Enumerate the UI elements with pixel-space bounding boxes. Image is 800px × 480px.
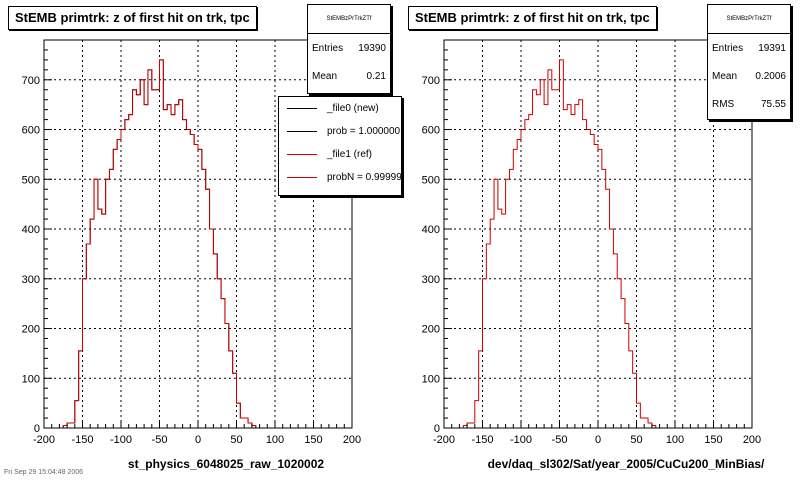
left-x-axis-label: st_physics_6048025_raw_1020002: [128, 457, 324, 471]
left-stats-mean-row: Mean 0.21: [308, 62, 390, 90]
right-x-tick-label: 150: [704, 434, 722, 446]
right-stats-entries-row: Entries 19391: [708, 34, 790, 62]
right-stats-mean-row: Mean 0.2006: [708, 62, 790, 90]
right-x-tick-label: -100: [510, 434, 532, 446]
right-x-tick-label: 200: [743, 434, 761, 446]
right-stats-entries-label: Entries: [712, 42, 744, 54]
legend-swatch-probn: [287, 177, 317, 178]
left-x-tick-label: 0: [195, 434, 201, 446]
left-y-tick-label: 100: [22, 373, 40, 385]
left-x-tick-label: 200: [343, 434, 361, 446]
right-y-tick-label: 300: [422, 274, 440, 286]
left-stats-entries-row: Entries 19390: [308, 34, 390, 62]
left-y-tick-label: 700: [22, 75, 40, 87]
left-x-tick-label: -50: [152, 434, 168, 446]
right-y-tick-label: 100: [422, 373, 440, 385]
right-stats-mean-label: Mean: [712, 70, 738, 82]
status-timestamp: Fri Sep 29 15:04:48 2006: [4, 469, 84, 476]
left-y-tick-label: 300: [22, 274, 40, 286]
left-stats-entries-value: 19390: [358, 42, 386, 54]
legend-label-probn: probN = 0.99999: [327, 172, 402, 183]
right-x-tick-label: 50: [630, 434, 642, 446]
right-x-tick-label: 0: [595, 434, 601, 446]
right-x-axis-label: dev/daq_sl302/Sat/year_2005/CuCu200_MinB…: [488, 457, 765, 471]
left-x-tick-label: 50: [230, 434, 242, 446]
left-histogram-panel: -200 -150 -100 -50 0 50 100 150 200 0 100 200 300 400…: [8, 4, 402, 471]
legend-swatch-file0: [287, 108, 317, 109]
right-stats-box: StEMBzPrTrkZTf Entries 19391 Mean 0.2006…: [707, 4, 791, 120]
legend-swatch-prob: [287, 131, 317, 132]
right-stats-rms-label: RMS: [712, 98, 735, 110]
right-y-tick-label: 600: [422, 125, 440, 137]
right-y-tick-label: 200: [422, 324, 440, 336]
left-y-tick-label: 200: [22, 324, 40, 336]
left-y-tick-label: 600: [22, 125, 40, 137]
legend-entry-file1: _file1 (ref): [279, 143, 401, 166]
left-y-tick-label: 0: [34, 423, 40, 435]
legend-label-file1: _file1 (ref): [327, 149, 373, 160]
right-stats-mean-value: 0.2006: [755, 70, 786, 82]
left-stats-entries-label: Entries: [312, 42, 344, 54]
legend-entry-probn: probN = 0.99999: [279, 166, 401, 189]
right-stats-rms-value: 75.55: [760, 98, 786, 110]
right-stats-entries-value: 19391: [758, 42, 786, 54]
left-stats-mean-label: Mean: [312, 70, 338, 82]
left-y-tick-label: 500: [22, 174, 40, 186]
right-y-tick-label: 700: [422, 75, 440, 87]
legend-entry-prob: prob = 1.000000: [279, 120, 401, 143]
right-x-tick-label: -50: [552, 434, 568, 446]
left-x-tick-label: -150: [71, 434, 93, 446]
right-x-tick-label: 100: [666, 434, 684, 446]
right-y-tick-label: 500: [422, 174, 440, 186]
left-stats-mean-value: 0.21: [366, 70, 386, 82]
legend-label-prob: prob = 1.000000: [327, 126, 401, 137]
right-stats-name: StEMBzPrTrkZTf: [708, 5, 790, 34]
left-legend: _file0 (new) prob = 1.000000 _file1 (ref…: [278, 96, 402, 196]
right-chart-title: StEMB primtrk: z of first hit on trk, tp…: [408, 6, 657, 30]
right-y-tick-label: 0: [434, 423, 440, 435]
legend-entry-file0: _file0 (new): [279, 97, 401, 120]
right-histogram-panel: -200 -150 -100 -50 0 50 100 150 200 0 100 200 300 400…: [400, 0, 800, 480]
left-x-tick-label: 150: [304, 434, 322, 446]
right-y-tick-label: 400: [422, 224, 440, 236]
left-chart-title: StEMB primtrk: z of first hit on trk, tp…: [8, 6, 257, 30]
legend-swatch-file1: [287, 154, 317, 155]
right-stats-rms-row: RMS 75.55: [708, 90, 790, 118]
right-x-tick-label: -200: [433, 434, 455, 446]
left-y-tick-label: 400: [22, 224, 40, 236]
left-stats-name: StEMBzPrTrkZTf: [308, 5, 390, 34]
legend-label-file0: _file0 (new): [327, 103, 379, 114]
left-stats-box: StEMBzPrTrkZTf Entries 19390 Mean 0.21: [307, 4, 391, 94]
left-histogram: -200 -150 -100 -50 0 50 100 150 200 0 100 200 300 400…: [22, 39, 361, 471]
left-x-tick-label: -100: [110, 434, 132, 446]
left-x-tick-label: -200: [33, 434, 55, 446]
right-histogram: -200 -150 -100 -50 0 50 100 150 200 0 100 200 300 400…: [422, 39, 765, 471]
left-x-tick-label: 100: [266, 434, 284, 446]
right-x-tick-label: -150: [471, 434, 493, 446]
